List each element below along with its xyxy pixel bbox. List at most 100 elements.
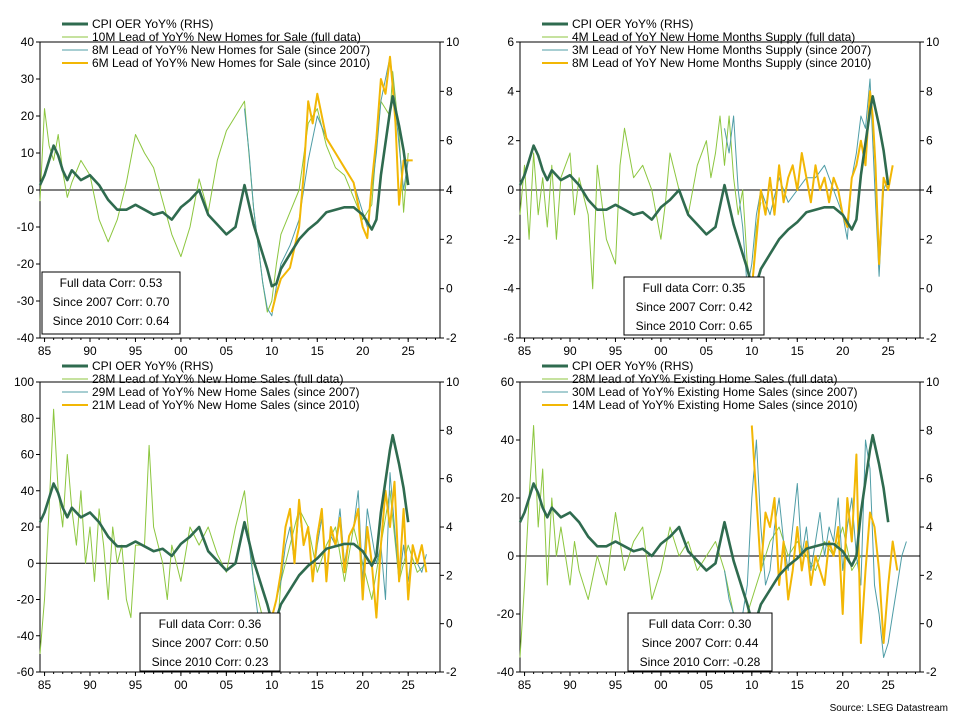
y-tick-label: -2: [503, 232, 514, 246]
y-tick-label: 4: [507, 84, 514, 98]
y-tick-label: 2: [507, 134, 514, 148]
y-tick-label: 10: [21, 146, 35, 160]
series-line-since2010: [270, 55, 413, 313]
y2-tick-label: -2: [446, 331, 457, 345]
y2-tick-label: 0: [446, 282, 453, 296]
y-tick-label: -4: [503, 282, 514, 296]
x-tick-label: 90: [83, 344, 97, 358]
x-tick-label: 90: [83, 678, 97, 692]
legend-label: CPI OER YoY% (RHS): [572, 17, 693, 31]
x-tick-label: 05: [700, 344, 714, 358]
y-tick-label: 40: [501, 433, 515, 447]
y-tick-label: 40: [21, 35, 35, 49]
y2-tick-label: 4: [926, 183, 933, 197]
x-tick-label: 00: [174, 678, 188, 692]
y2-tick-label: -2: [926, 331, 937, 345]
legend-label: 6M Lead of YoY% New Homes for Sale (sinc…: [92, 56, 370, 70]
x-tick-label: 20: [356, 678, 370, 692]
x-tick-label: 85: [38, 344, 52, 358]
x-tick-label: 15: [791, 344, 805, 358]
correlation-text: Full data Corr: 0.53: [60, 276, 163, 290]
series-line-cpi: [38, 433, 410, 623]
correlation-text: Since 2010 Corr: 0.23: [152, 655, 269, 669]
y2-tick-label: 8: [926, 84, 933, 98]
x-tick-label: 15: [311, 344, 325, 358]
x-tick-label: 85: [38, 678, 52, 692]
y-tick-label: 60: [21, 448, 35, 462]
y-tick-label: 100: [14, 375, 34, 389]
series-line-full: [39, 408, 427, 654]
x-tick-label: 25: [402, 678, 416, 692]
legend-label: 10M Lead of YoY% New Homes for Sale (ful…: [92, 30, 361, 44]
y2-tick-label: 8: [446, 423, 453, 437]
series-line-since2010: [270, 480, 428, 619]
series-line-cpi: [518, 95, 890, 288]
y2-tick-label: 10: [446, 35, 460, 49]
correlation-box: [627, 612, 773, 672]
series-line-since2007: [724, 78, 889, 290]
y-tick-label: -40: [497, 665, 515, 679]
legend-label: 21M Lead of YoY% New Home Sales (since 2…: [92, 398, 360, 412]
series-line-cpi: [518, 433, 890, 623]
correlation-text: Since 2010 Corr: 0.65: [636, 319, 753, 333]
series-line-full: [519, 115, 762, 290]
y-tick-label: 80: [21, 411, 35, 425]
x-tick-label: 25: [402, 344, 416, 358]
x-tick-label: 90: [563, 678, 577, 692]
x-tick-label: 10: [265, 678, 279, 692]
x-tick-label: 85: [518, 678, 532, 692]
x-tick-label: 15: [791, 678, 805, 692]
correlation-text: Since 2007 Corr: 0.50: [152, 636, 269, 650]
y-tick-label: -40: [17, 331, 35, 345]
x-tick-label: 10: [745, 344, 759, 358]
y-tick-label: 6: [507, 35, 514, 49]
x-tick-label: 00: [174, 344, 188, 358]
x-tick-label: 20: [356, 344, 370, 358]
y-tick-label: 0: [27, 556, 34, 570]
legend-label: 28M lead of YoY% Existing Home Sales (fu…: [572, 372, 837, 386]
legend-label: 28M Lead of YoY% New Home Sales (full da…: [92, 372, 343, 386]
legend-label: CPI OER YoY% (RHS): [572, 359, 693, 373]
y2-tick-label: 2: [926, 232, 933, 246]
correlation-box: [139, 612, 281, 672]
x-tick-label: 95: [609, 344, 623, 358]
correlation-box: [41, 271, 181, 335]
y-tick-label: -6: [503, 331, 514, 345]
y2-tick-label: 0: [446, 617, 453, 631]
x-tick-label: 95: [129, 678, 143, 692]
y-tick-label: -20: [17, 593, 35, 607]
x-tick-label: 10: [265, 344, 279, 358]
legend-label: 14M Lead of YoY% Existing Home Sales (si…: [572, 398, 858, 412]
correlation-text: Since 2007 Corr: 0.44: [642, 636, 759, 650]
y-tick-label: 30: [21, 72, 35, 86]
legend-label: 3M Lead of YoY New Home Months Supply (s…: [572, 43, 871, 57]
y2-tick-label: 4: [926, 520, 933, 534]
correlation-text: Since 2007 Corr: 0.42: [636, 300, 753, 314]
x-tick-label: 95: [129, 344, 143, 358]
series-line-cpi: [38, 95, 410, 288]
y2-tick-label: 4: [446, 520, 453, 534]
x-tick-label: 85: [518, 344, 532, 358]
y-tick-label: 0: [27, 183, 34, 197]
correlation-text: Full data Corr: 0.36: [159, 617, 262, 631]
y-tick-label: 40: [21, 484, 35, 498]
y2-tick-label: 0: [926, 282, 933, 296]
x-tick-label: 25: [882, 678, 896, 692]
legend-label: CPI OER YoY% (RHS): [92, 359, 213, 373]
y2-tick-label: 4: [446, 183, 453, 197]
y2-tick-label: 6: [926, 472, 933, 486]
x-tick-label: 00: [654, 344, 668, 358]
x-tick-label: 20: [836, 344, 850, 358]
y-tick-label: 60: [501, 375, 515, 389]
y2-tick-label: 6: [926, 134, 933, 148]
y2-tick-label: 0: [926, 617, 933, 631]
y-tick-label: 20: [501, 491, 515, 505]
x-tick-label: 05: [220, 678, 234, 692]
correlation-text: Since 2010 Corr: 0.64: [53, 314, 170, 328]
source-note: Source: LSEG Datastream: [829, 703, 948, 714]
x-tick-label: 00: [654, 678, 668, 692]
x-tick-label: 90: [563, 344, 577, 358]
y-tick-label: 0: [507, 183, 514, 197]
